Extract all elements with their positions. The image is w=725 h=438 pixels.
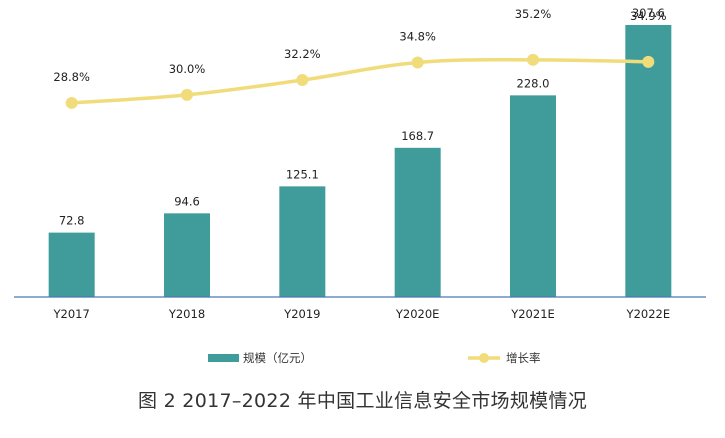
x-tick-label: Y2021E <box>510 307 555 321</box>
bar-value-label: 125.1 <box>286 167 319 181</box>
line-point <box>411 56 424 69</box>
bar <box>164 213 210 297</box>
bar <box>48 232 95 297</box>
x-tick-labels: Y2017 Y2018 Y2019 Y2020E Y2021E Y2022E <box>53 307 671 321</box>
line-data-labels: 28.8% 30.0% 32.2% 34.8% 35.2% 34.9% <box>53 7 666 84</box>
line-point <box>181 88 193 101</box>
bar-value-label: 307.6 <box>632 6 665 20</box>
x-tick-label: Y2018 <box>168 307 205 321</box>
x-tick-label: Y2019 <box>283 307 320 321</box>
legend-bar-swatch <box>208 354 239 362</box>
bar <box>625 24 672 298</box>
line-series <box>65 53 655 109</box>
bar-value-label: 168.7 <box>401 129 434 143</box>
bar-value-label: 94.6 <box>174 194 200 208</box>
legend-line-marker <box>479 353 489 363</box>
figure-caption: 图 2 2017–2022 年中国工业信息安全市场规模情况 <box>137 390 588 412</box>
chart: 72.8 94.6 125.1 168.7 228.0 307.6 28.8% 30.0% 3… <box>14 6 706 365</box>
line-value-label: 28.8% <box>53 70 90 84</box>
line-value-label: 34.8% <box>399 30 436 44</box>
line-point <box>296 74 309 87</box>
x-tick-label: Y2020E <box>395 307 440 321</box>
line-value-label: 35.2% <box>515 7 552 21</box>
bar <box>394 147 441 297</box>
bar <box>510 95 556 297</box>
line-value-label: 30.0% <box>169 62 206 76</box>
line-point <box>642 55 655 68</box>
bar-series <box>48 24 672 298</box>
legend-line-label: 增长率 <box>506 351 541 365</box>
legend: 规模（亿元） 增长率 <box>208 351 541 365</box>
growth-rate-line <box>69 58 651 105</box>
line-point <box>527 53 539 66</box>
bar <box>279 186 326 297</box>
x-tick-label: Y2017 <box>53 307 90 321</box>
legend-bar-label: 规模（亿元） <box>243 351 312 365</box>
line-value-label: 32.2% <box>284 47 321 61</box>
bar-data-labels: 72.8 94.6 125.1 168.7 228.0 307.6 <box>59 6 665 228</box>
bar-value-label: 228.0 <box>517 76 550 90</box>
line-point <box>65 96 78 109</box>
x-tick-label: Y2022E <box>626 307 671 321</box>
line-value-label: 34.9% <box>630 9 667 23</box>
bar-value-label: 72.8 <box>59 214 85 228</box>
